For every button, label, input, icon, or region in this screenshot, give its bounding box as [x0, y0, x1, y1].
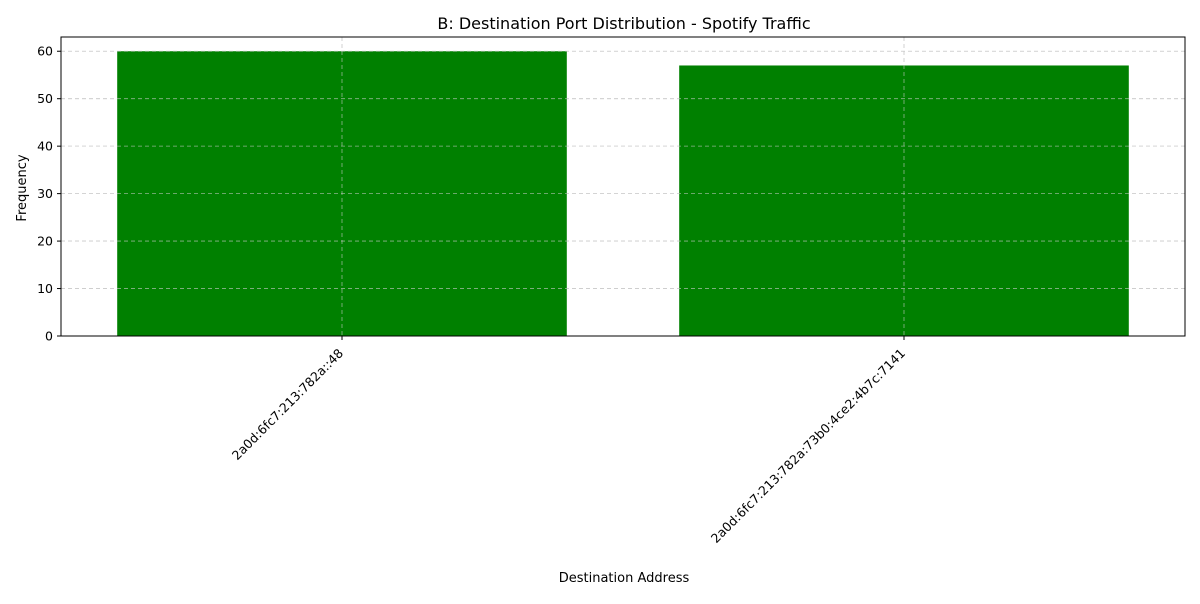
y-axis-ticks: 0 10 20 30 40 50 60 [37, 44, 61, 344]
y-tick-label: 40 [37, 139, 53, 154]
y-tick-label: 20 [37, 234, 53, 249]
chart-title: B: Destination Port Distribution - Spoti… [437, 14, 810, 33]
y-tick-label: 60 [37, 44, 53, 59]
x-axis-label: Destination Address [559, 571, 690, 586]
y-tick-label: 50 [37, 91, 53, 106]
y-tick-label: 10 [37, 281, 53, 296]
y-axis-label: Frequency [15, 154, 30, 221]
y-tick-label: 0 [45, 329, 53, 344]
plot-area-frame [60, 36, 1186, 337]
y-tick-label: 30 [37, 186, 53, 201]
